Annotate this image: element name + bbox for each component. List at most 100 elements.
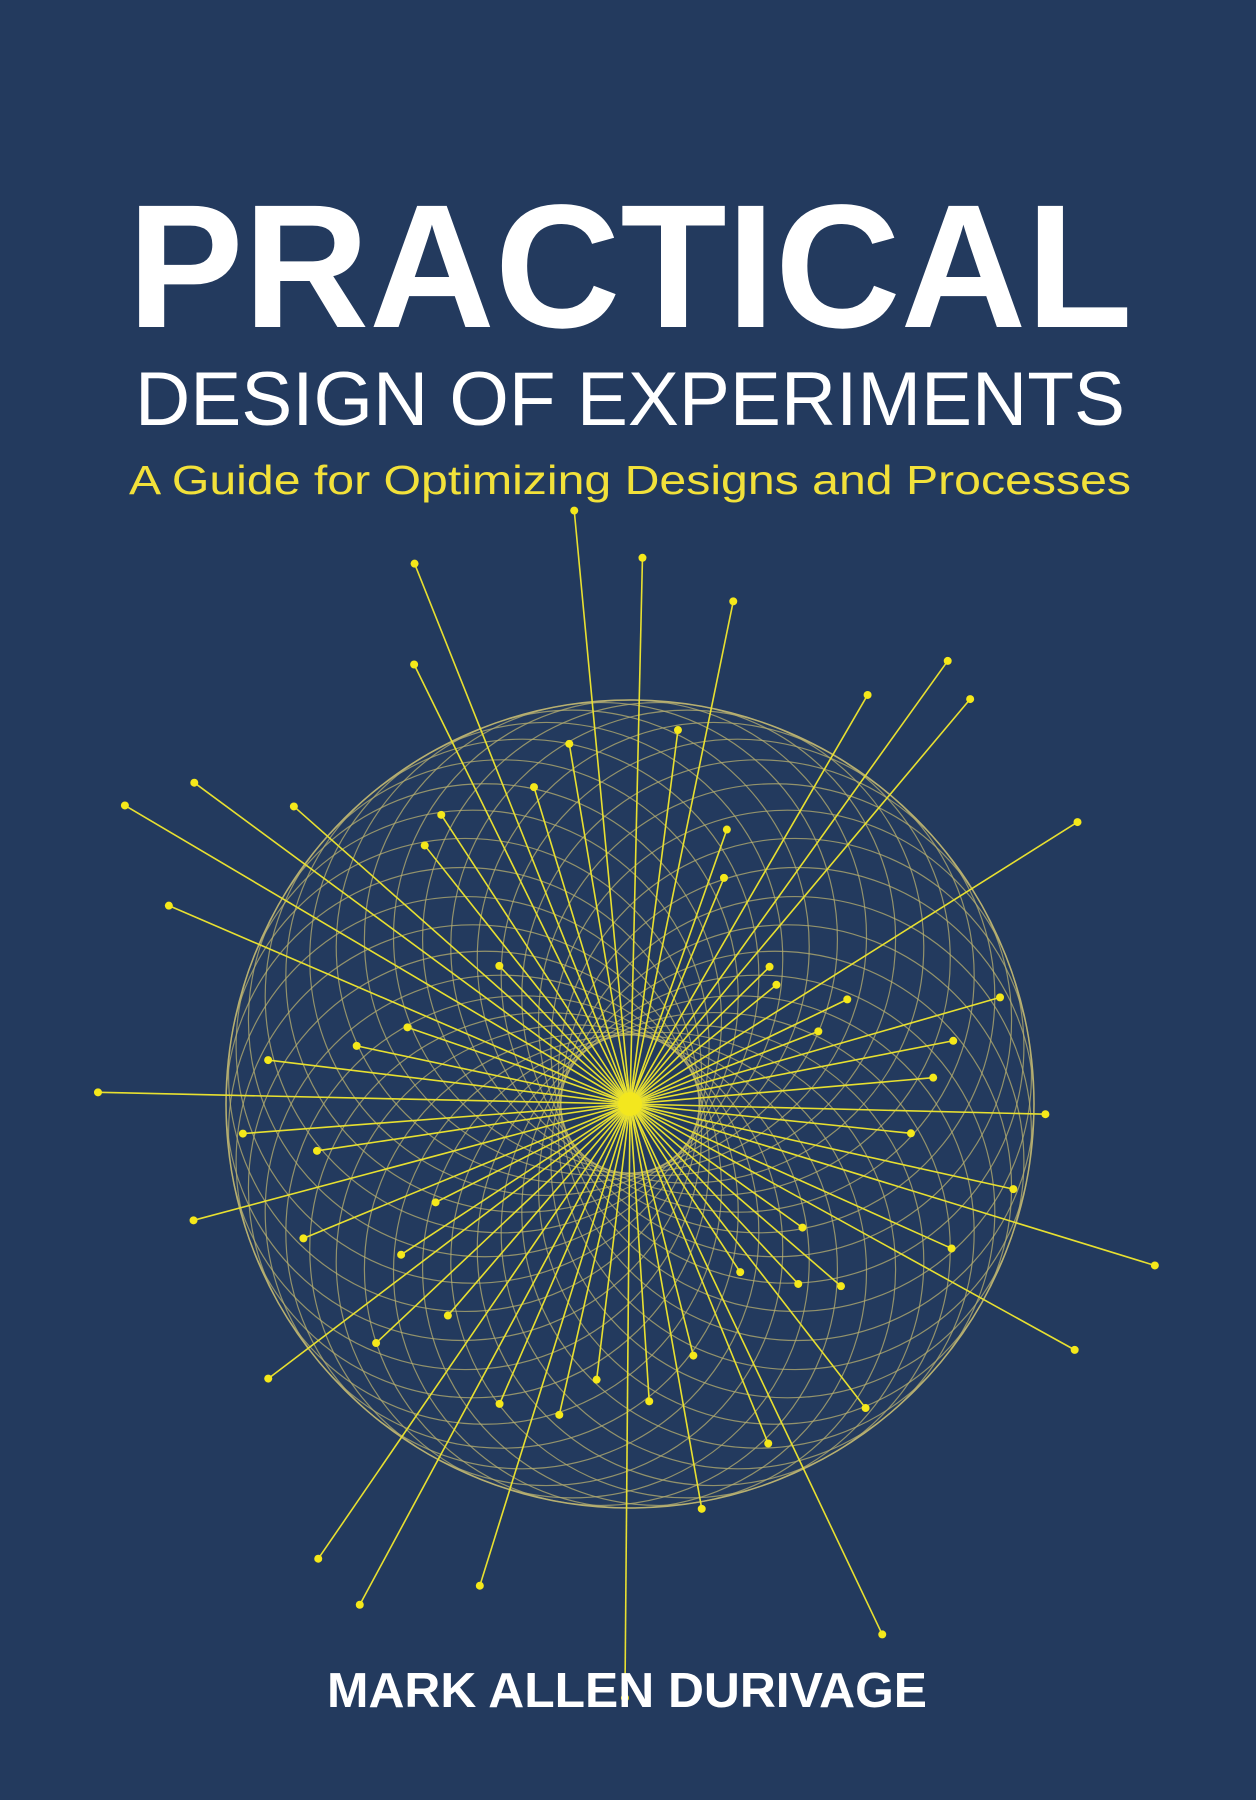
ray-dot bbox=[1070, 1345, 1079, 1354]
ray-dot bbox=[313, 1146, 322, 1155]
ray bbox=[498, 1103, 631, 1405]
ray-dot bbox=[190, 778, 199, 787]
ray-dot bbox=[673, 726, 682, 735]
ray-dot bbox=[431, 1198, 440, 1207]
ray-dot bbox=[794, 1279, 803, 1288]
ray bbox=[629, 966, 771, 1105]
ray-dot bbox=[949, 1036, 958, 1045]
ray bbox=[629, 998, 848, 1105]
ray bbox=[595, 1103, 631, 1380]
ray-dot bbox=[299, 1234, 308, 1243]
ring-circle bbox=[550, 924, 1025, 1399]
ray bbox=[267, 1103, 631, 1380]
ray bbox=[293, 805, 631, 1105]
ray bbox=[317, 1103, 631, 1560]
ring-circle bbox=[476, 721, 951, 1197]
ray-dot bbox=[996, 993, 1005, 1002]
ray-dot bbox=[475, 1581, 484, 1590]
ray bbox=[629, 1103, 952, 1250]
ray-dot bbox=[736, 1268, 745, 1277]
ray bbox=[629, 877, 725, 1105]
ray bbox=[124, 804, 631, 1105]
ray bbox=[568, 743, 631, 1105]
ray-dot bbox=[719, 873, 728, 882]
ray-dot bbox=[437, 810, 446, 819]
ray bbox=[624, 1103, 631, 1698]
ray bbox=[242, 1103, 631, 1135]
ray-dot bbox=[863, 690, 872, 699]
ring-circle bbox=[537, 783, 1013, 1258]
ray-dot bbox=[592, 1375, 601, 1384]
ray-dot bbox=[495, 1399, 504, 1408]
ray-dot bbox=[1009, 1185, 1018, 1194]
ray-dot bbox=[843, 995, 852, 1004]
ray bbox=[424, 844, 631, 1105]
ring-circle bbox=[335, 1024, 810, 1499]
ring-circle bbox=[521, 759, 996, 1234]
ray bbox=[629, 1039, 954, 1105]
ray-dot bbox=[420, 841, 429, 850]
ray bbox=[97, 1091, 631, 1105]
ray-dot bbox=[238, 1129, 247, 1138]
ray-dot bbox=[620, 1693, 629, 1702]
ray-dot bbox=[772, 980, 781, 989]
ray-dot bbox=[565, 739, 574, 748]
ray-dot bbox=[638, 553, 647, 562]
ray-dot bbox=[289, 802, 298, 811]
ray bbox=[303, 1103, 631, 1240]
ray bbox=[629, 1103, 741, 1273]
ray-dot bbox=[495, 961, 504, 970]
ray bbox=[629, 821, 1078, 1105]
ray-dot bbox=[729, 597, 738, 606]
ring-circle bbox=[309, 1011, 784, 1487]
ray-dot bbox=[906, 1129, 915, 1138]
ray bbox=[573, 510, 631, 1105]
ray-dot bbox=[1150, 1261, 1159, 1270]
ring-circle bbox=[247, 950, 723, 1425]
ray bbox=[629, 1103, 803, 1229]
ring-circle bbox=[550, 809, 1025, 1284]
ray bbox=[629, 601, 735, 1105]
ray bbox=[193, 1103, 631, 1222]
ray-dot bbox=[764, 1439, 773, 1448]
ray bbox=[629, 1103, 1046, 1115]
ring-circle bbox=[285, 738, 760, 1213]
ray-dot bbox=[689, 1351, 698, 1360]
ray-dot bbox=[814, 1027, 823, 1036]
ray-dot bbox=[264, 1056, 273, 1065]
ray bbox=[440, 814, 631, 1105]
ray bbox=[400, 1103, 631, 1256]
ray bbox=[356, 1045, 631, 1105]
ray bbox=[268, 1059, 631, 1105]
ray-dot bbox=[555, 1410, 564, 1419]
ring-circle bbox=[247, 783, 723, 1258]
ring-circle bbox=[335, 709, 810, 1184]
ray-dot bbox=[878, 1630, 887, 1639]
ray bbox=[629, 1103, 703, 1509]
ray-dot bbox=[929, 1073, 938, 1082]
center-glow bbox=[618, 1092, 642, 1116]
ray-dot bbox=[1073, 818, 1082, 827]
ray bbox=[168, 904, 631, 1105]
ray-dot bbox=[403, 1023, 412, 1032]
ring-circle bbox=[500, 738, 975, 1213]
ray-dot bbox=[722, 825, 731, 834]
ray-dot bbox=[836, 1282, 845, 1291]
ray-dot bbox=[697, 1504, 706, 1513]
ray bbox=[629, 1103, 651, 1402]
tagline: A Guide for Optimizing Designs and Proce… bbox=[129, 457, 1131, 503]
ray-dot bbox=[798, 1223, 807, 1232]
ray bbox=[629, 829, 728, 1105]
ray bbox=[629, 698, 971, 1105]
ray bbox=[447, 1103, 631, 1317]
ray bbox=[316, 1103, 631, 1152]
ray-dot bbox=[529, 783, 538, 792]
ray-dot bbox=[443, 1311, 452, 1320]
ray bbox=[629, 1030, 819, 1105]
ray-dot bbox=[314, 1554, 323, 1563]
author: MARK ALLEN DURIVAGE bbox=[327, 1664, 927, 1718]
ray bbox=[629, 1103, 883, 1635]
ray-dot bbox=[355, 1600, 364, 1609]
ring-circle bbox=[264, 759, 739, 1234]
